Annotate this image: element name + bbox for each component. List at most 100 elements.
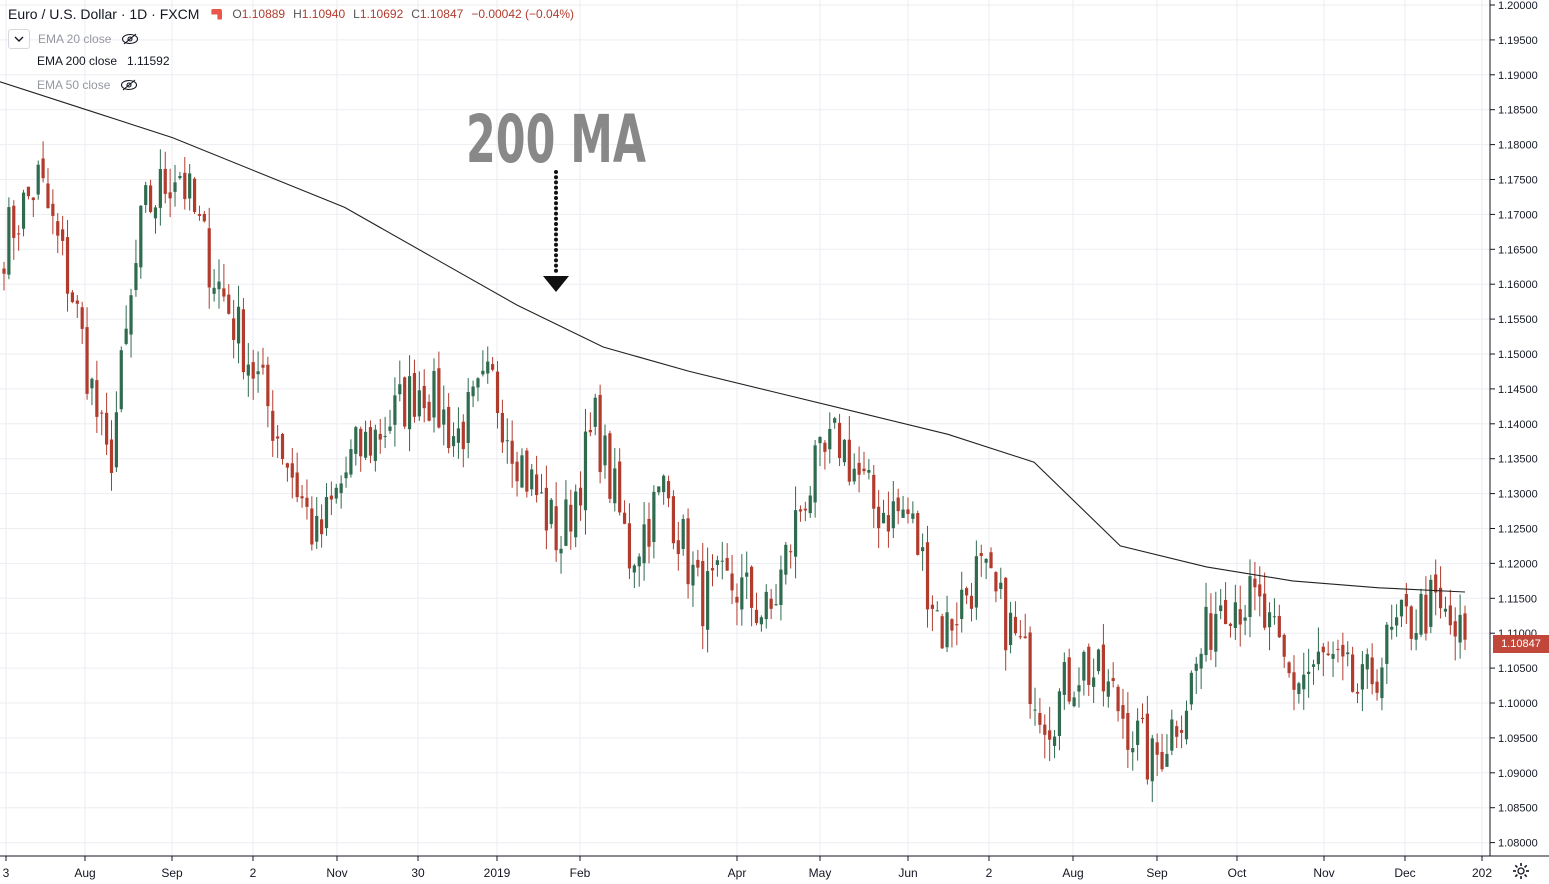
candle-body <box>979 553 983 556</box>
arrow-dot <box>554 237 558 242</box>
candle-body <box>109 439 114 474</box>
arrow-dot <box>554 190 558 195</box>
price-axis[interactable]: 1.08000 1.08500 1.09000 1.09500 1.10000 1.105… <box>1489 0 1538 856</box>
candle-body <box>574 491 578 538</box>
candle-body <box>1004 577 1008 651</box>
candle-body <box>188 173 192 199</box>
gear-icon[interactable] <box>1512 862 1530 880</box>
symbol-title[interactable]: Euro / U.S. Dollar · 1D · FXCM <box>8 6 200 22</box>
collapse-legend-button[interactable] <box>8 29 30 49</box>
candle-body <box>192 178 197 213</box>
candle-body <box>90 378 94 389</box>
candle-body <box>1170 719 1174 751</box>
candle-body <box>168 192 172 199</box>
candle-body <box>1331 653 1335 659</box>
candle-body <box>236 306 241 344</box>
ohlc-open-label: O <box>232 7 242 21</box>
candle-body <box>1052 736 1057 746</box>
price-tick-label: 1.11500 <box>1498 593 1537 605</box>
price-tick-label: 1.10500 <box>1498 663 1538 675</box>
candle-body <box>715 560 719 565</box>
candle-body <box>1429 579 1433 627</box>
candle-body <box>65 237 70 294</box>
candle-body <box>1008 612 1013 646</box>
time-axis[interactable]: 3 Aug Sep 2 Nov 30 2019 Feb Apr May Jun 2 Aug Sep Oct N… <box>0 855 1549 880</box>
candle-body <box>881 512 886 524</box>
arrow-dot <box>554 170 558 174</box>
candle-body <box>373 429 377 461</box>
price-tick-label: 1.09500 <box>1498 733 1538 745</box>
candle-body <box>129 295 133 335</box>
candle-body <box>754 609 759 624</box>
study-name-ema200[interactable]: EMA 200 close <box>37 54 118 68</box>
time-tick-label: Nov <box>1313 866 1334 880</box>
candle-body <box>779 569 783 605</box>
study-name-ema20[interactable]: EMA 20 close <box>38 32 112 46</box>
price-tick-label: 1.16000 <box>1498 279 1538 291</box>
eye-off-icon[interactable] <box>121 33 139 45</box>
price-tick-label: 1.20000 <box>1498 0 1538 12</box>
candle-body <box>666 481 671 499</box>
candle-body <box>706 571 710 630</box>
candle-body <box>1072 697 1076 707</box>
candle-body <box>1223 599 1228 625</box>
candle-body <box>310 508 314 545</box>
candle-body <box>1375 681 1379 693</box>
candle-body <box>964 588 969 596</box>
candle-body <box>1082 651 1086 681</box>
arrow-dot <box>554 232 558 237</box>
candle-body <box>495 371 500 414</box>
time-tick-label: Nov <box>326 866 347 880</box>
candle-body <box>710 568 715 571</box>
candle-body <box>1336 648 1340 650</box>
candle-body <box>417 390 421 417</box>
candle-body <box>1282 634 1286 657</box>
candle-body <box>730 573 734 591</box>
candle-body <box>1302 674 1306 690</box>
arrow-dot <box>554 242 558 247</box>
candle-body <box>295 472 299 498</box>
candle-body <box>725 558 729 571</box>
arrow-dot <box>554 206 558 211</box>
candle-body <box>583 431 588 511</box>
candle-body <box>378 433 382 440</box>
study-name-ema50[interactable]: EMA 50 close <box>37 78 111 92</box>
annotation: 200 MA <box>466 101 646 292</box>
candle-body <box>1126 713 1130 750</box>
candle-body <box>867 469 871 473</box>
candle-body <box>554 506 558 551</box>
candle-body <box>139 205 143 268</box>
candle-body <box>808 495 812 514</box>
candle-body <box>256 371 260 375</box>
candle-body <box>852 468 856 482</box>
candle-body <box>539 492 544 494</box>
candle-body <box>945 612 949 648</box>
candle-body <box>691 564 695 586</box>
eye-off-icon[interactable] <box>120 79 138 91</box>
candle-body <box>1424 594 1428 634</box>
candle-body <box>339 483 343 494</box>
price-tick-label: 1.14000 <box>1498 419 1538 431</box>
candle-body <box>1370 657 1374 685</box>
price-tick-label: 1.16500 <box>1498 244 1538 256</box>
ohlc-low-value: 1.10692 <box>359 7 404 21</box>
candle-body <box>916 513 920 555</box>
candle-body <box>1062 662 1066 695</box>
grid <box>0 0 1490 856</box>
candle-body <box>544 487 548 531</box>
candle-body <box>1121 705 1125 719</box>
annotation-label: 200 MA <box>466 101 646 178</box>
candle-body <box>407 376 412 430</box>
candle-body <box>994 572 998 592</box>
candle-body <box>603 435 607 466</box>
chevron-down-icon <box>14 36 24 42</box>
candle-body <box>334 487 338 499</box>
candle-body <box>1434 574 1438 593</box>
candle-body <box>305 497 309 507</box>
candle-body <box>857 462 861 475</box>
time-tick-label: May <box>809 866 832 880</box>
candle-body <box>1253 578 1257 588</box>
candle-body <box>578 487 583 506</box>
candle-body <box>1228 623 1233 626</box>
